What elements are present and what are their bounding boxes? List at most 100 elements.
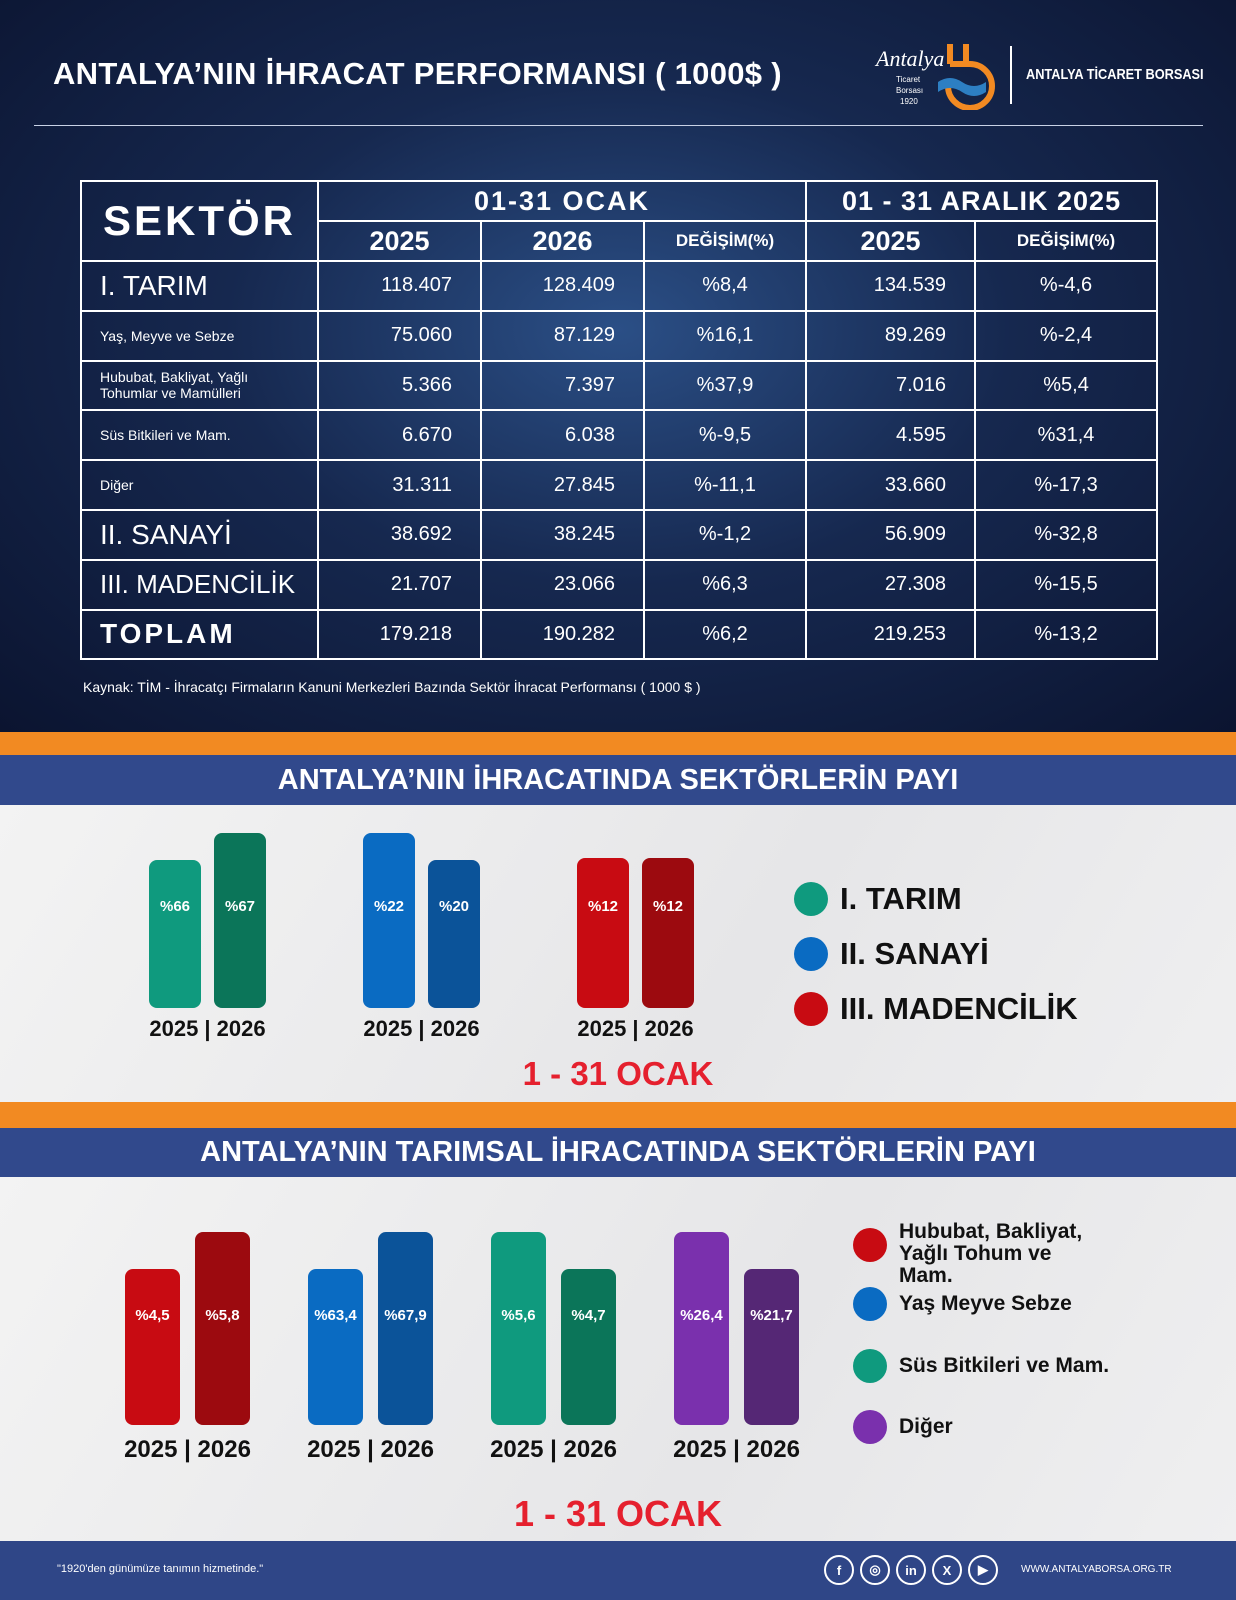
bar: %20	[428, 860, 480, 1008]
sector-name: Yaş, Meyve ve Sebze	[80, 309, 319, 362]
bar-value-label: %21,7	[750, 1307, 793, 1324]
table-cell: 6.670	[317, 409, 482, 462]
sector-name: I. TARIM	[80, 260, 319, 312]
bar-value-label: %63,4	[314, 1307, 357, 1324]
table-cell: %6,2	[642, 608, 808, 661]
table-cell: 7.397	[480, 359, 645, 412]
svg-text:Ticaret: Ticaret	[896, 75, 921, 84]
table-cell: 56.909	[805, 508, 977, 561]
period2-header: 01 - 31 ARALIK 2025	[805, 180, 1159, 222]
x-icon[interactable]: X	[932, 1555, 962, 1585]
sector-name: III. MADENCİLİK	[80, 558, 319, 611]
sector-name: II. SANAYİ	[80, 508, 319, 561]
svg-text:Borsası: Borsası	[896, 86, 923, 95]
table-cell: %5,4	[974, 359, 1159, 412]
sector-name: Hububat, Bakliyat, Yağlı Tohumlar ve Mam…	[80, 359, 319, 412]
table-cell: 128.409	[480, 260, 645, 312]
year-axis-label: 2025 | 2026	[673, 1436, 800, 1463]
facebook-icon[interactable]: f	[824, 1555, 854, 1585]
bar-value-label: %5,6	[501, 1307, 536, 1324]
bar-value-label: %67,9	[384, 1307, 427, 1324]
table-cell: %-32,8	[974, 508, 1159, 561]
bar: %12	[642, 858, 694, 1008]
website-link[interactable]: WWW.ANTALYABORSA.ORG.TR	[1021, 1564, 1172, 1575]
sector-header: SEKTÖR	[80, 180, 319, 262]
table-cell: 23.066	[480, 558, 645, 611]
bar-value-label: %5,8	[205, 1307, 240, 1324]
table-cell: 33.660	[805, 459, 977, 511]
legend-label: Diğer	[899, 1415, 953, 1438]
year-axis-label: 2025 | 2026	[307, 1436, 434, 1463]
bar: %26,4	[674, 1232, 729, 1425]
legend-marker	[853, 1349, 887, 1383]
table-cell: 4.595	[805, 409, 977, 462]
table-cell: 87.129	[480, 309, 645, 362]
antalya-borsasi-logo: Antalya Ticaret Borsası 1920	[874, 44, 995, 110]
table-cell: %6,3	[642, 558, 808, 611]
legend-label: Süs Bitkileri ve Mam.	[899, 1354, 1110, 1377]
table-cell: %8,4	[642, 260, 808, 312]
table-cell: %37,9	[642, 359, 808, 412]
bar-value-label: %4,5	[135, 1307, 170, 1324]
bar-value-label: %26,4	[680, 1307, 723, 1324]
bar: %5,6	[491, 1232, 546, 1425]
table-cell: %-2,4	[974, 309, 1159, 362]
linkedin-icon[interactable]: in	[896, 1555, 926, 1585]
year-axis-label: 2025 | 2026	[124, 1436, 251, 1463]
table-row: TOPLAM 179.218 190.282 %6,2 219.253 %-13,2	[80, 608, 1159, 661]
table-row: III. MADENCİLİK 21.707 23.066 %6,3 27.308 %-1…	[80, 558, 1159, 611]
youtube-icon[interactable]: ▶	[968, 1555, 998, 1585]
orange-band	[0, 732, 1236, 755]
bar-value-label: %66	[159, 898, 191, 915]
table-row: Süs Bitkileri ve Mam. 6.670 6.038 %-9,5 4.59…	[80, 409, 1159, 462]
table-cell: %-15,5	[974, 558, 1159, 611]
svg-text:1920: 1920	[900, 97, 918, 106]
table-cell: %-1,2	[642, 508, 808, 561]
col-dec-change: DEĞİŞİM(%)	[974, 220, 1159, 262]
year-axis-label: 2025 | 2026	[577, 1016, 694, 1041]
col-2025: 2025	[317, 220, 482, 262]
bar: %67	[214, 833, 266, 1008]
bar-value-label: %67	[224, 898, 256, 915]
table-cell: %-11,1	[642, 459, 808, 511]
table-cell: 118.407	[317, 260, 482, 312]
page-title: ANTALYA’NIN İHRACAT PERFORMANSI ( 1000$ …	[53, 56, 782, 91]
bar: %21,7	[744, 1269, 799, 1425]
table-cell: 27.845	[480, 459, 645, 511]
table-cell: %-4,6	[974, 260, 1159, 312]
period1-header: 01-31 OCAK	[316, 180, 808, 222]
col-2026: 2026	[480, 220, 645, 262]
bar-value-label: %12	[652, 898, 684, 915]
table-cell: 190.282	[480, 608, 645, 661]
sector-name: TOPLAM	[80, 608, 319, 661]
table-cell: 89.269	[805, 309, 977, 362]
table-cell: %-9,5	[642, 409, 808, 462]
slogan: "1920'den günümüze tanımın hizmetinde."	[57, 1563, 264, 1575]
table-row: Diğer 31.311 27.845 %-11,1 33.660 %-17,3	[80, 459, 1159, 511]
legend-marker	[853, 1228, 887, 1262]
brand-name: ANTALYA TİCARET BORSASI	[1026, 66, 1204, 83]
bar-value-label: %22	[373, 898, 405, 915]
footer: "1920'den günümüze tanımın hizmetinde." …	[0, 1541, 1236, 1600]
table-cell: %31,4	[974, 409, 1159, 462]
bar: %4,7	[561, 1269, 616, 1425]
bar-value-label: %12	[587, 898, 619, 915]
export-table: SEKTÖR 01-31 OCAK 01 - 31 ARALIK 2025 20…	[80, 180, 1159, 661]
instagram-icon[interactable]: ◎	[860, 1555, 890, 1585]
orange-band	[0, 1102, 1236, 1128]
legend-marker	[794, 882, 828, 916]
table-cell: %-13,2	[974, 608, 1159, 661]
table-cell: 38.692	[317, 508, 482, 561]
legend-marker	[853, 1410, 887, 1444]
col-dec-2025: 2025	[805, 220, 977, 262]
table-row: Yaş, Meyve ve Sebze 75.060 87.129 %16,1 89.2…	[80, 309, 1159, 362]
table-cell: 6.038	[480, 409, 645, 462]
source-note: Kaynak: TİM - İhracatçı Firmaların Kanun…	[83, 679, 701, 695]
year-axis-label: 2025 | 2026	[149, 1016, 266, 1041]
table-row: II. SANAYİ 38.692 38.245 %-1,2 56.909 %-32,8	[80, 508, 1159, 561]
bar-value-label: %20	[438, 898, 470, 915]
bar: %67,9	[378, 1232, 433, 1425]
table-cell: 38.245	[480, 508, 645, 561]
chart1-period: 1 - 31 OCAK	[522, 1055, 714, 1092]
table-cell: 31.311	[317, 459, 482, 511]
